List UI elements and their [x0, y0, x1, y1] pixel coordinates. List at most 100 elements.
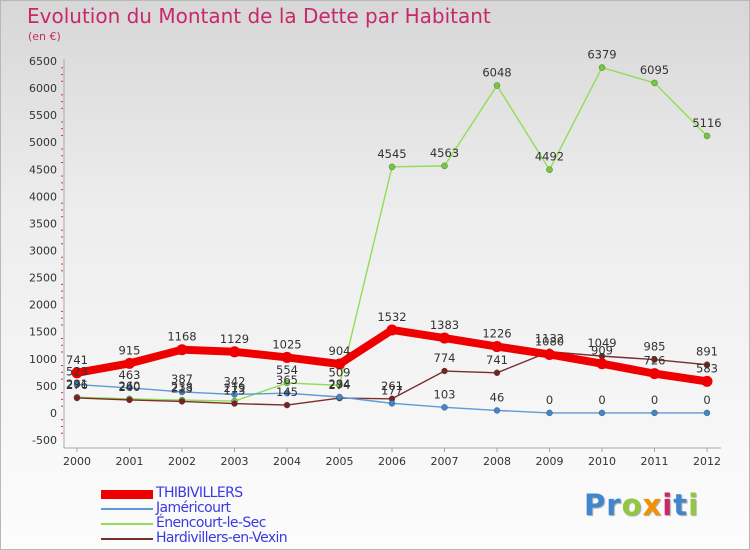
chart-unit-label: (en €): [28, 30, 61, 43]
y-tick-label: 3500: [29, 217, 57, 230]
chart-axes: -500 0 500 1000 1500 2000 2500 3000 3500 4000 4500…: [29, 55, 721, 468]
data-label: 387: [171, 372, 193, 386]
data-point: [598, 64, 606, 71]
data-point: [126, 384, 133, 392]
logo-letter: r: [606, 488, 622, 522]
data-label: 1226: [482, 327, 511, 341]
data-label: 741: [486, 353, 508, 367]
data-point: [703, 409, 711, 417]
legend-swatch: [101, 523, 153, 525]
data-label: 0: [651, 393, 658, 407]
data-label: 915: [119, 343, 141, 357]
data-point: [703, 361, 711, 368]
data-label: 276: [66, 378, 88, 392]
data-point: [546, 409, 553, 417]
data-label: 509: [329, 365, 351, 379]
data-label: 909: [591, 344, 613, 358]
y-tick-label: 2000: [29, 299, 57, 312]
x-tick-label: 2004: [273, 455, 301, 468]
data-label: 904: [329, 344, 351, 358]
chart-series-lines: [73, 66, 711, 414]
data-label: 6095: [640, 63, 669, 77]
legend-label: Hardivillers-en-Vexin: [156, 530, 288, 546]
data-label: 583: [696, 361, 718, 375]
y-tick-label: 6000: [29, 82, 57, 95]
chart-legend: THIBIVILLERS Jaméricourt Énencourt-le-Sec H…: [101, 485, 361, 546]
legend-label: Énencourt-le-Sec: [156, 515, 266, 531]
data-label: 291: [66, 377, 88, 391]
data-point: [441, 367, 448, 375]
data-label: 463: [119, 368, 141, 382]
data-point: [493, 407, 501, 414]
data-label: 103: [434, 387, 456, 401]
data-point: [386, 324, 398, 336]
data-label: 1025: [272, 337, 301, 351]
data-point: [176, 344, 188, 356]
data-label: 342: [224, 374, 246, 388]
data-point: [281, 351, 293, 363]
legend-swatch: [101, 538, 153, 540]
data-label: 238: [171, 380, 193, 394]
data-point: [649, 368, 660, 380]
data-label: 213: [171, 381, 193, 395]
data-label: 1129: [220, 332, 249, 346]
data-label: 274: [329, 378, 351, 392]
data-point: [651, 409, 658, 417]
legend-item: Jaméricourt: [101, 500, 361, 516]
data-point: [231, 400, 238, 407]
data-point: [124, 357, 135, 369]
data-label: 1532: [377, 310, 406, 324]
data-label: 1168: [167, 330, 196, 344]
data-point: [283, 379, 291, 387]
data-point: [388, 163, 396, 171]
chart-value-labels: 291 260 238 219 554 509 4545 4563 6048 4492 6379 60…: [66, 48, 722, 407]
data-label: 0: [703, 393, 710, 407]
y-tick-label: 3000: [29, 245, 57, 258]
logo-letter: i: [662, 488, 674, 522]
data-label: 240: [119, 380, 141, 394]
data-point: [598, 409, 606, 417]
y-tick-label: 4500: [29, 163, 57, 176]
data-label: 554: [276, 363, 298, 377]
y-tick-label: 1500: [29, 326, 57, 339]
data-label: 0: [598, 393, 605, 407]
data-label: 891: [696, 345, 718, 359]
logo-letter: o: [621, 488, 643, 522]
legend-item: Énencourt-le-Sec: [101, 515, 361, 531]
data-point: [546, 166, 553, 173]
x-tick-label: 2000: [63, 455, 91, 468]
x-tick-label: 2002: [168, 455, 196, 468]
legend-item: Hardivillers-en-Vexin: [101, 530, 361, 546]
x-tick-label: 2009: [536, 455, 564, 468]
chart-title: Evolution du Montant de la Dette par Hab…: [27, 4, 491, 28]
y-tick-label: 4000: [29, 190, 57, 203]
y-tick-label: 2500: [29, 272, 57, 285]
data-label: 0: [546, 393, 553, 407]
y-tick-label: 0: [50, 407, 57, 420]
data-label: 1383: [430, 318, 459, 332]
proxiti-logo: Proxiti: [584, 488, 699, 522]
data-point: [73, 381, 81, 388]
data-label: 5116: [692, 116, 721, 130]
x-tick-label: 2006: [378, 455, 406, 468]
data-point: [283, 389, 291, 397]
x-tick-label: 2003: [221, 455, 249, 468]
logo-letter: i: [688, 488, 700, 522]
data-label: 294: [329, 377, 351, 391]
y-tick-label: -500: [32, 434, 57, 447]
data-point: [651, 79, 658, 87]
y-tick-label: 5000: [29, 136, 57, 149]
data-label: 4492: [535, 150, 564, 164]
x-tick-label: 2001: [116, 455, 144, 468]
legend-item: THIBIVILLERS: [101, 485, 361, 501]
x-tick-label: 2007: [431, 455, 459, 468]
x-tick-label: 2008: [483, 455, 511, 468]
data-point: [178, 388, 186, 396]
data-label: 260: [119, 379, 141, 393]
data-label: 365: [276, 373, 298, 387]
data-label: 177: [381, 383, 403, 397]
data-label: 985: [644, 340, 666, 354]
data-point: [388, 400, 396, 407]
